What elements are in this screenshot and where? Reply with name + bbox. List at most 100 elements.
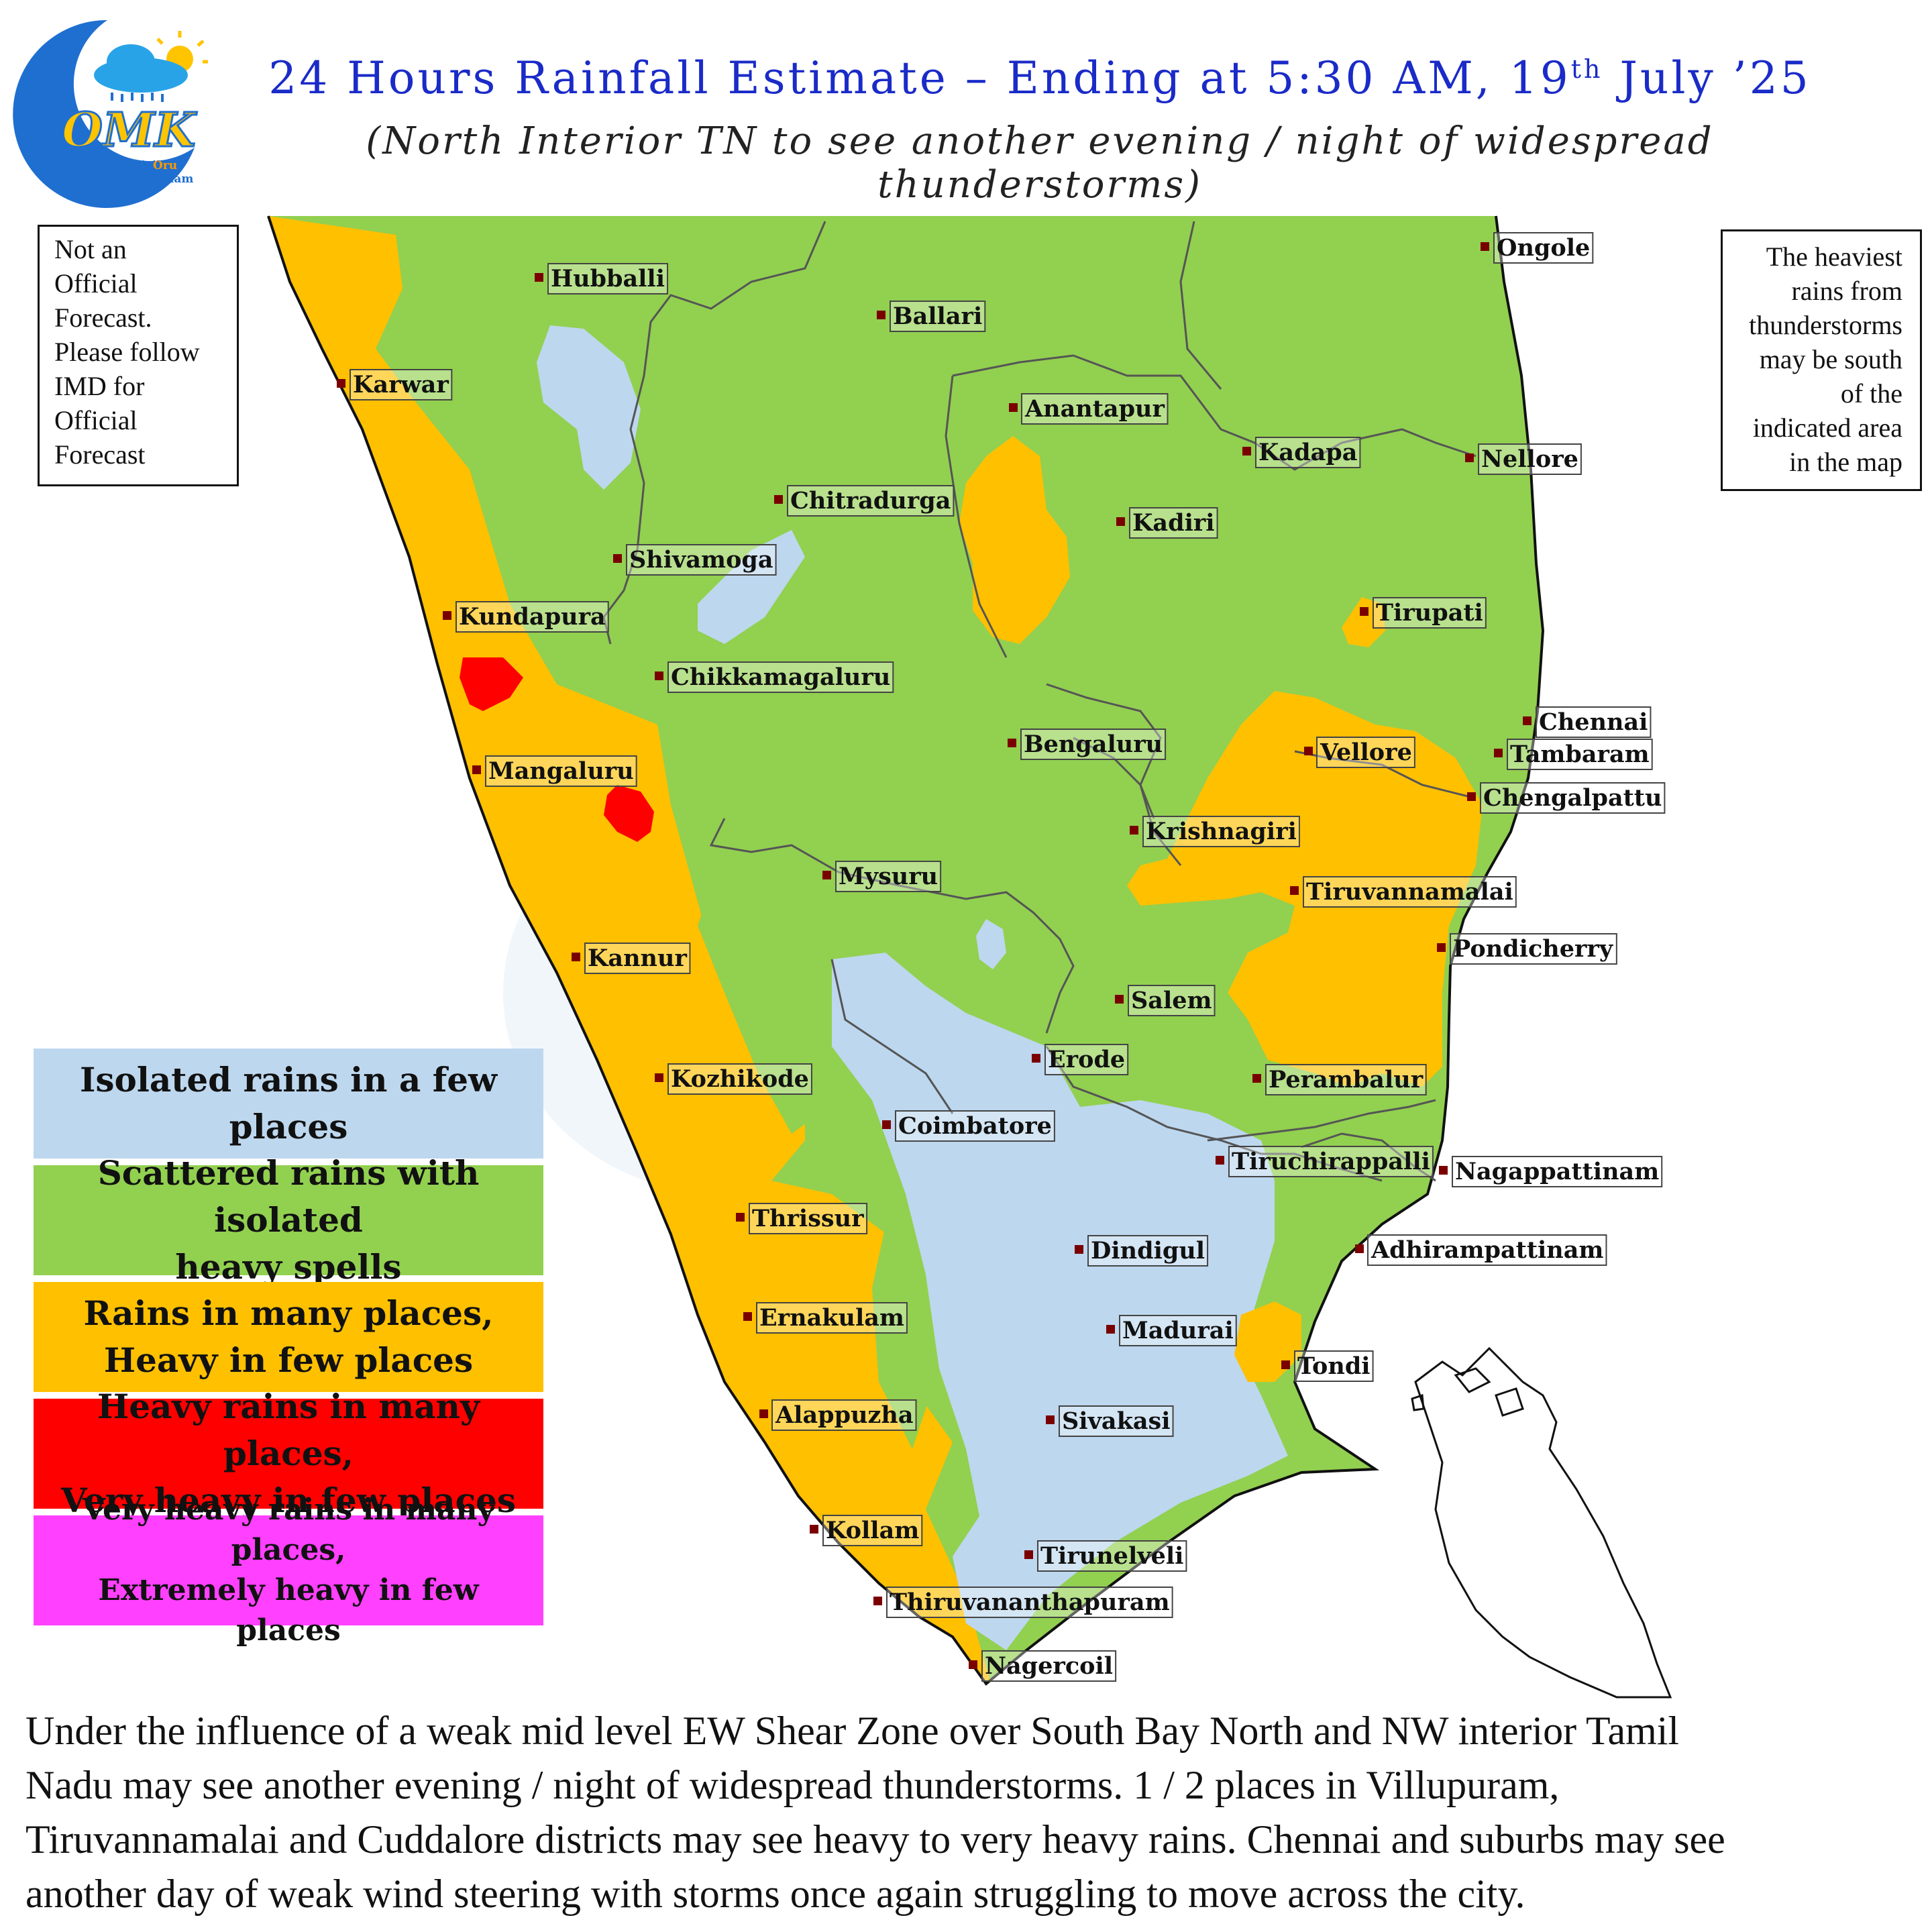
city-vellore: Vellore (1304, 737, 1415, 768)
city-label-box-nagappattinam (1452, 1156, 1663, 1187)
legend-very-heavy-line1: Very heavy rains in many places, (82, 1493, 495, 1567)
city-label-pondicherry: Pondicherry (1453, 935, 1614, 963)
city-label-kollam: Kollam (826, 1517, 919, 1544)
city-marker-thiruvananthapuram (873, 1597, 882, 1605)
heaviest-rain-note-line-1: The heaviest (1766, 241, 1902, 272)
city-marker-sivakasi (1046, 1415, 1055, 1424)
logo-line1a: Chennaiyil (93, 159, 161, 172)
city-chengalpattu: Chengalpattu (1467, 782, 1666, 814)
disclaimer-note-line-5: IMD for (54, 371, 145, 401)
disclaimer-note: Not an Official Forecast. Please follow IMD … (38, 225, 239, 486)
legend-isolated-line1: Isolated rains in a few (79, 1060, 498, 1099)
city-label-box-ballari (890, 301, 986, 332)
city-marker-madurai (1106, 1325, 1115, 1334)
city-label-chengalpattu: Chengalpattu (1483, 784, 1662, 812)
city-marker-chikkamagaluru (655, 672, 663, 680)
city-marker-dindigul (1075, 1245, 1083, 1254)
city-label-tiruvannamalai: Tiruvannamalai (1306, 878, 1513, 906)
description-line-4: another day of weak wind steering with s… (25, 1872, 1525, 1916)
city-label-box-nagercoil (981, 1650, 1117, 1682)
heaviest-rain-note-line-4: may be south (1759, 344, 1902, 374)
city-label-box-tirupati (1373, 597, 1487, 629)
city-label-vellore: Vellore (1320, 739, 1412, 766)
city-label-box-kollam (822, 1515, 923, 1546)
city-label-ernakulam: Ernakulam (759, 1304, 904, 1332)
omk-logo: OMK Chennaiyil Oru Mazhaikkaalam (13, 19, 208, 208)
city-chikkamagaluru: Chikkamagaluru (655, 661, 894, 693)
city-label-bengaluru: Bengaluru (1024, 731, 1163, 758)
city-shivamoga: Shivamoga (613, 544, 777, 576)
city-tirunelveli: Tirunelveli (1024, 1540, 1187, 1572)
city-marker-karwar (337, 379, 345, 388)
disclaimer-note-line-7: Forecast (54, 439, 146, 470)
city-label-ongole: Ongole (1497, 234, 1590, 262)
city-label-box-bengaluru (1020, 729, 1167, 760)
city-marker-anantapur (1009, 403, 1018, 412)
city-label-box-madurai (1119, 1315, 1237, 1346)
title-main: 24 Hours Rainfall Estimate – Ending at 5… (268, 52, 1571, 104)
city-marker-thrissur (736, 1213, 745, 1222)
sri-lanka-outline (1414, 1346, 1672, 1699)
city-alappuzha: Alappuzha (759, 1399, 917, 1431)
city-nagappattinam: Nagappattinam (1439, 1156, 1663, 1187)
zone-many-anantapur (959, 436, 1070, 644)
city-perambalur: Perambalur (1252, 1064, 1427, 1095)
city-nellore: Nellore (1465, 443, 1582, 475)
city-marker-erode (1032, 1054, 1040, 1063)
city-label-box-kundapura (455, 601, 609, 633)
city-label-box-kozhikode (667, 1063, 812, 1095)
city-label-kadapa: Kadapa (1258, 439, 1357, 466)
map-title: 24 Hours Rainfall Estimate – Ending at 5… (268, 52, 1811, 104)
disclaimer-note-line-4: Please follow (54, 337, 200, 367)
city-label-box-dindigul (1087, 1235, 1209, 1267)
city-label-kundapura: Kundapura (459, 603, 606, 631)
title-end: July ’25 (1603, 52, 1811, 104)
city-label-box-chennai (1536, 706, 1652, 738)
legend-heavy-line1: Heavy rains in many places, (97, 1387, 480, 1473)
city-pondicherry: Pondicherry (1437, 933, 1617, 965)
description-line-2: Nadu may see another evening / night of … (25, 1763, 1560, 1807)
city-marker-nagappattinam (1439, 1166, 1448, 1175)
legend-very-heavy-line2: Extremely heavy in few places (98, 1573, 479, 1648)
city-label-chikkamagaluru: Chikkamagaluru (671, 663, 890, 691)
zone-many-north-tn (1127, 691, 1483, 1087)
city-label-mysuru: Mysuru (839, 863, 938, 890)
city-label-box-chengalpattu (1480, 782, 1666, 814)
city-marker-tirunelveli (1024, 1550, 1033, 1559)
city-label-box-mangaluru (485, 755, 637, 787)
city-label-box-tiruvannamalai (1303, 876, 1517, 908)
city-marker-kannur (572, 953, 580, 961)
city-label-box-tondi (1294, 1350, 1374, 1382)
city-label-box-coimbatore (895, 1110, 1055, 1142)
city-marker-nellore (1465, 453, 1474, 462)
city-krishnagiri: Krishnagiri (1130, 816, 1300, 847)
city-label-box-kannur (584, 943, 691, 974)
city-kannur: Kannur (572, 943, 691, 974)
city-label-box-sivakasi (1059, 1405, 1174, 1437)
disclaimer-note-line-1: Not an (54, 234, 127, 264)
city-marker-kundapura (443, 611, 451, 620)
city-label-box-kadiri (1129, 507, 1218, 539)
city-label-nellore: Nellore (1481, 445, 1578, 473)
city-erode: Erode (1032, 1044, 1129, 1075)
city-tiruchirappalli: Tiruchirappalli (1216, 1146, 1434, 1177)
heaviest-rain-note-line-5: of the (1840, 378, 1902, 409)
city-label-box-pondicherry (1450, 933, 1617, 965)
city-marker-chennai (1523, 716, 1532, 725)
city-label-krishnagiri: Krishnagiri (1146, 818, 1297, 845)
zone-isolated-shivamoga (698, 530, 805, 644)
city-label-box-erode (1044, 1044, 1129, 1075)
city-label-box-mysuru (835, 861, 942, 892)
logo-cloud-top (107, 44, 155, 79)
city-label-box-ernakulam (756, 1302, 908, 1334)
city-marker-salem (1115, 995, 1124, 1004)
city-label-kannur: Kannur (588, 945, 687, 972)
city-marker-chitradurga (774, 495, 783, 504)
city-marker-tirupati (1360, 607, 1368, 616)
city-label-box-vellore (1316, 737, 1415, 768)
city-label-box-hubballi (547, 263, 669, 294)
legend-isolated-line2: places (229, 1107, 348, 1146)
description-line-1: Under the influence of a weak mid level … (25, 1709, 1680, 1753)
city-chennai: Chennai (1523, 706, 1652, 738)
